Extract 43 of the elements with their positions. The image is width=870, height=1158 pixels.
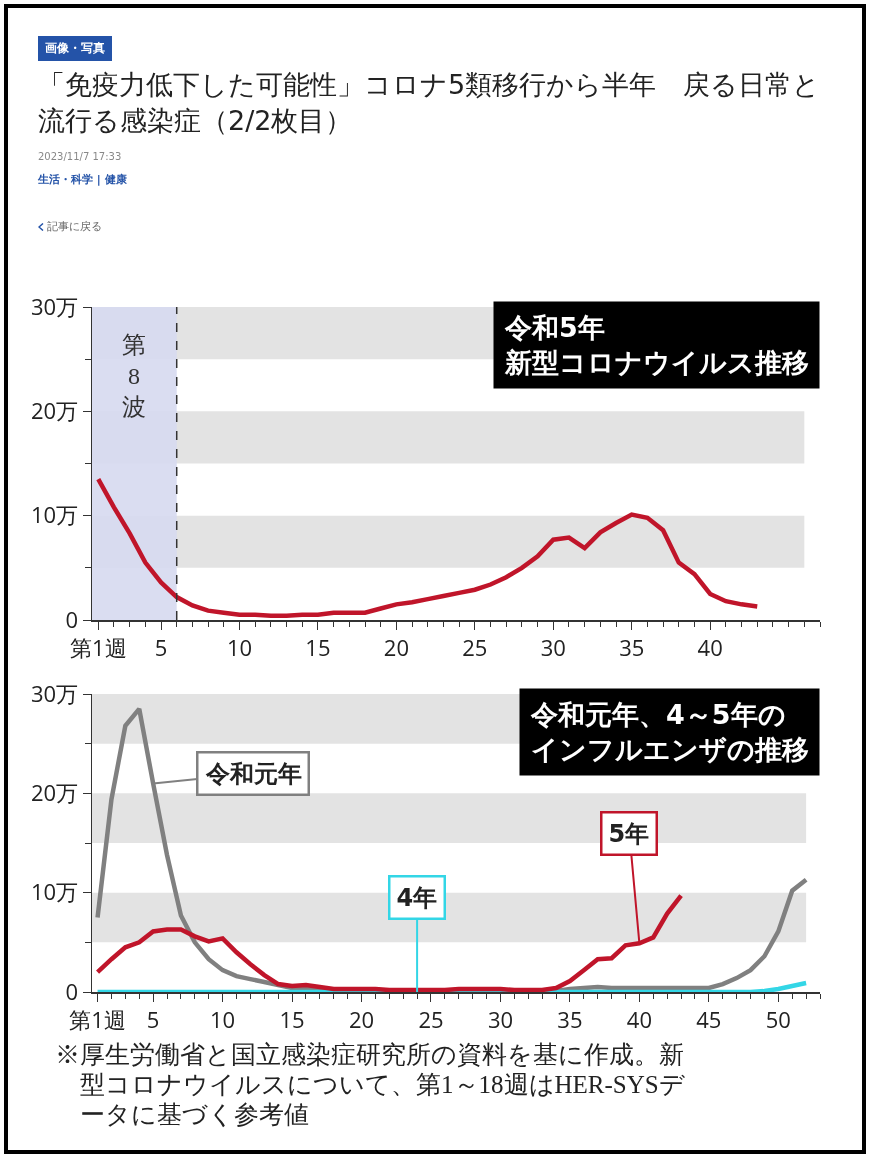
y-tick-label: 20万 xyxy=(30,395,79,426)
text: 記事に戻る xyxy=(47,219,102,234)
x-tick-label: 第1週 xyxy=(69,631,127,662)
annotation: インフルエンザの推移 xyxy=(531,734,809,766)
x-tick-label: 30 xyxy=(487,1003,514,1034)
x-tick-label: 50 xyxy=(765,1003,791,1034)
legend-label: 令和元年 xyxy=(204,759,302,788)
x-tick-label: 15 xyxy=(279,1003,305,1034)
y-tick-label: 30万 xyxy=(30,290,79,321)
annotation: 新型コロナウイルス推移 xyxy=(504,347,809,379)
text: ※厚生労働省と国立感染症研究所の資料を基に作成。新型コロナウイルスについて、第1～18週はHER-SYSデータに基づく参考値 xyxy=(55,1040,686,1130)
chart-subtitle: 2023/11/7 17:33 xyxy=(38,151,123,162)
chart-title: 「免疫力低下した可能性」コロナ5類移行から半年 戻る日常と流行る感染症（2/2枚目） xyxy=(38,68,822,138)
x-tick-label: 45 xyxy=(696,1003,722,1034)
annotation: 令和5年 xyxy=(504,312,605,343)
y-tick-label: 10万 xyxy=(30,499,79,530)
y-tick-label: 10万 xyxy=(30,876,79,907)
x-tick-label: 40 xyxy=(626,1003,652,1034)
x-tick-label: 25 xyxy=(462,631,488,662)
x-tick-label: 35 xyxy=(619,631,645,662)
band-label: 第8波 xyxy=(122,332,146,421)
x-tick-label: 35 xyxy=(557,1003,583,1034)
y-tick-label: 0 xyxy=(65,603,79,634)
x-tick-label: 10 xyxy=(210,1003,236,1034)
text: 5年 xyxy=(608,819,650,848)
annotation: 令和元年、4～5年の xyxy=(530,699,786,730)
x-tick-label: 5 xyxy=(154,631,168,662)
x-tick-label: 第1週 xyxy=(69,1003,126,1034)
x-tick-label: 15 xyxy=(305,631,331,662)
x-tick-label: 30 xyxy=(540,631,566,662)
y-tick-label: 20万 xyxy=(30,777,79,808)
x-tick-label: 10 xyxy=(226,631,253,662)
x-tick-label: 25 xyxy=(418,1003,444,1034)
x-tick-label: 5 xyxy=(146,1003,160,1034)
text: 生活・科学 | 健康 xyxy=(38,172,128,187)
line-series xyxy=(96,476,760,619)
x-tick-label: 40 xyxy=(697,631,723,662)
y-tick-label: 30万 xyxy=(30,677,79,708)
y-tick-label: 0 xyxy=(65,975,79,1006)
x-tick-label: 20 xyxy=(383,631,409,662)
text: 4年 xyxy=(396,883,438,912)
text: 画像・写真 xyxy=(38,36,112,61)
x-tick-label: 20 xyxy=(348,1003,375,1034)
